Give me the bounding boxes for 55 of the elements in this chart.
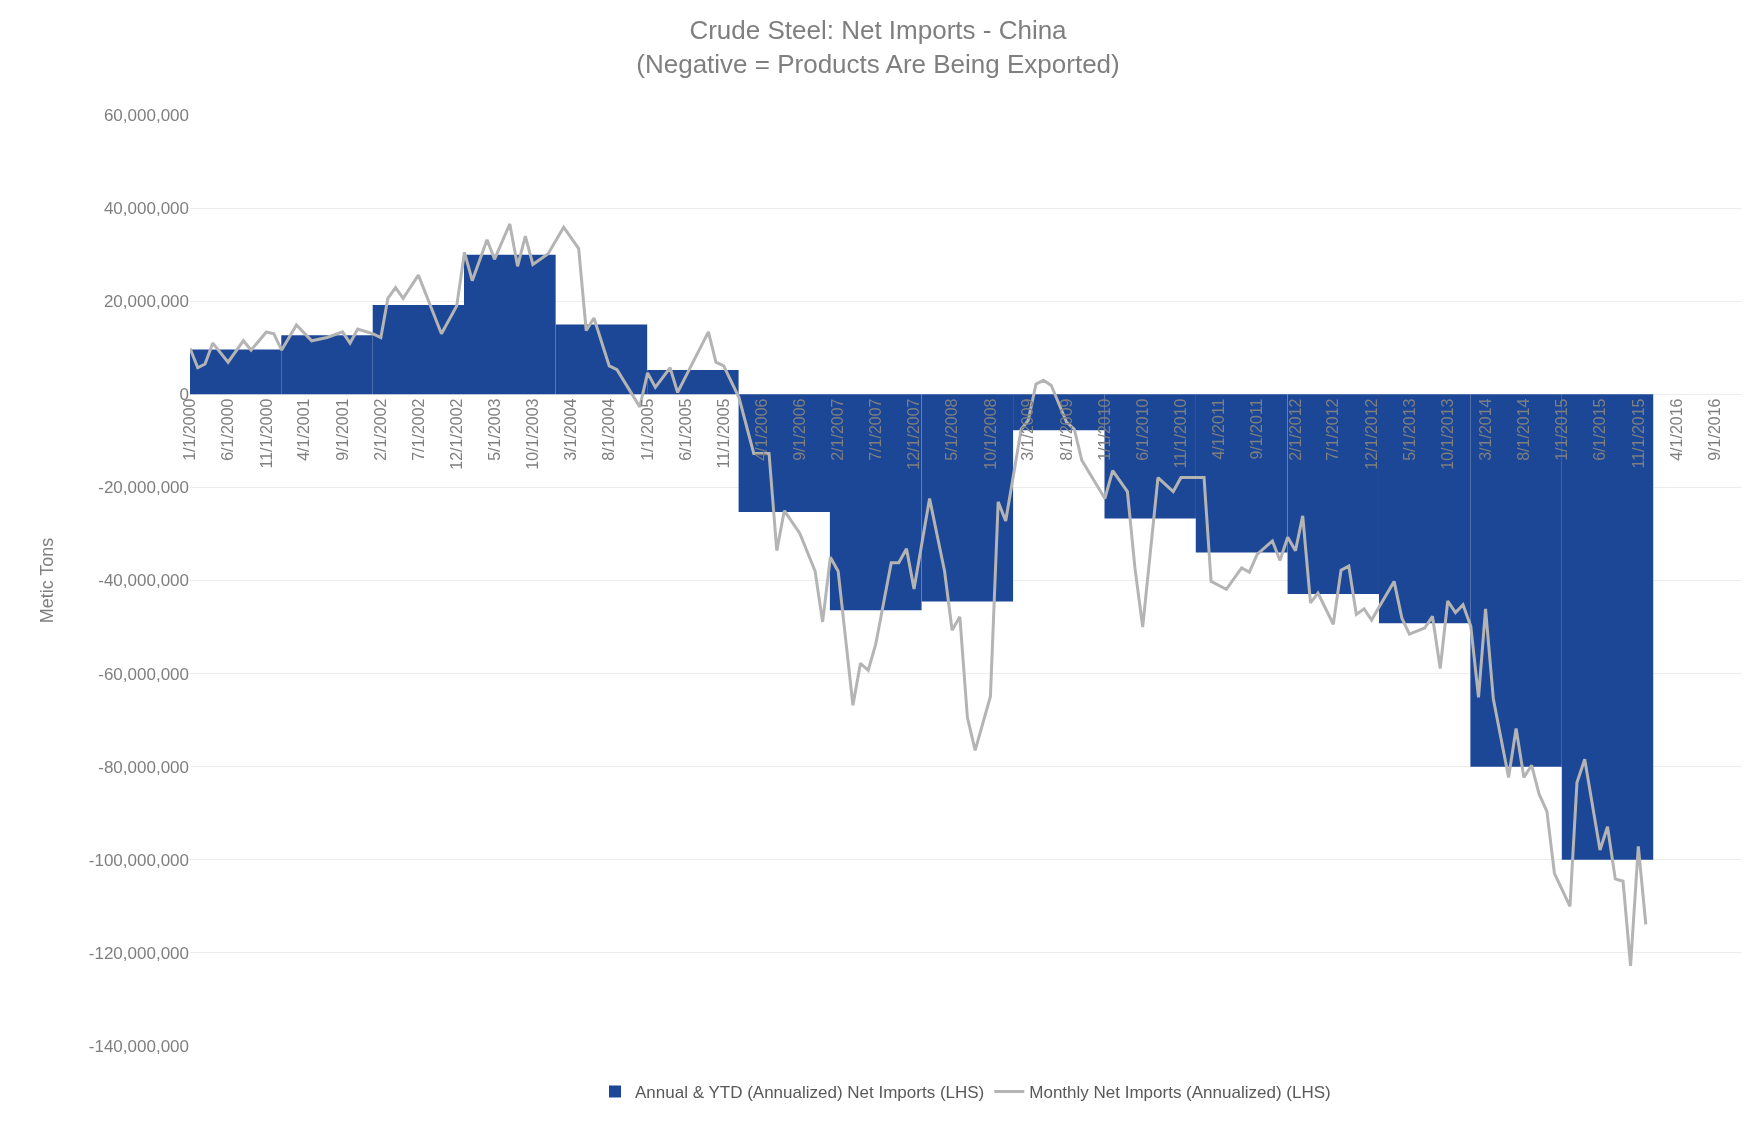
x-tick-label: 6/1/2015: [1591, 398, 1609, 461]
x-tick-label: 12/1/2012: [1362, 398, 1380, 470]
x-tick-label: 8/1/2014: [1515, 398, 1533, 461]
x-tick-label: 2/1/2007: [829, 398, 847, 461]
x-tick-label: 1/1/2015: [1553, 398, 1571, 461]
x-tick-label: 4/1/2001: [295, 398, 313, 461]
legend-label: Annual & YTD (Annualized) Net Imports (LHS): [635, 1083, 985, 1103]
chart-title: Crude Steel: Net Imports - China: [689, 15, 1068, 46]
chart-subtitle: (Negative = Products Are Being Exported): [636, 49, 1120, 80]
legend-label: Monthly Net Imports (Annualized) (LHS): [1029, 1083, 1331, 1103]
x-tick-label: 3/1/2014: [1476, 398, 1494, 461]
x-tick-label: 2/1/2012: [1286, 398, 1304, 461]
x-tick-label: 10/1/2013: [1438, 398, 1456, 470]
y-tick-label: -20,000,000: [98, 478, 189, 498]
y-tick-label: -80,000,000: [98, 757, 189, 777]
x-tick-label: 4/1/2011: [1210, 398, 1228, 460]
x-tick-label: 7/1/2007: [866, 398, 884, 461]
x-tick-label: 9/1/2011: [1248, 398, 1266, 460]
x-tick-label: 10/1/2008: [981, 398, 999, 470]
x-tick-label: 4/1/2016: [1667, 398, 1685, 461]
x-tick-label: 11/1/2015: [1629, 398, 1647, 469]
x-tick-label: 9/1/2006: [791, 398, 809, 461]
y-tick-label: -40,000,000: [98, 571, 189, 591]
y-tick-label: 20,000,000: [103, 292, 189, 312]
x-tick-label: 5/1/2003: [485, 398, 503, 461]
x-tick-label: 11/1/2005: [714, 398, 732, 469]
x-tick-label: 5/1/2013: [1400, 398, 1418, 461]
x-tick-label: 3/1/2004: [562, 398, 580, 461]
x-tick-label: 8/1/2009: [1057, 398, 1075, 461]
x-tick-label: 4/1/2006: [752, 398, 770, 461]
y-tick-label: -120,000,000: [88, 943, 189, 963]
x-tick-label: 1/1/2005: [638, 398, 656, 461]
x-tick-label: 1/1/2010: [1096, 398, 1114, 461]
x-tick-label: 9/1/2016: [1705, 398, 1723, 461]
y-tick-label: -140,000,000: [88, 1036, 189, 1056]
x-tick-label: 11/1/2010: [1172, 398, 1190, 469]
x-tick-label: 12/1/2007: [905, 398, 923, 470]
x-tick-label: 10/1/2003: [524, 398, 542, 470]
x-tick-label: 7/1/2012: [1324, 398, 1342, 461]
x-tick-label: 11/1/2000: [257, 398, 275, 469]
x-tick-label: 12/1/2002: [447, 398, 465, 470]
x-tick-label: 3/1/2009: [1019, 398, 1037, 461]
x-tick-label: 8/1/2004: [600, 398, 618, 461]
y-tick-label: 60,000,000: [103, 105, 189, 125]
x-tick-label: 7/1/2002: [409, 398, 427, 461]
y-tick-label: 40,000,000: [103, 199, 189, 219]
x-tick-label: 5/1/2008: [943, 398, 961, 461]
x-tick-label: 9/1/2001: [333, 398, 351, 461]
y-axis-title: Metic Tons: [37, 537, 57, 624]
y-tick-label: -60,000,000: [98, 664, 189, 684]
x-tick-label: 2/1/2002: [372, 398, 390, 461]
x-tick-label: 6/1/2005: [676, 398, 694, 461]
y-tick-label: -100,000,000: [88, 850, 189, 870]
x-tick-label: 6/1/2010: [1133, 398, 1151, 461]
x-tick-label: 6/1/2000: [219, 398, 237, 461]
